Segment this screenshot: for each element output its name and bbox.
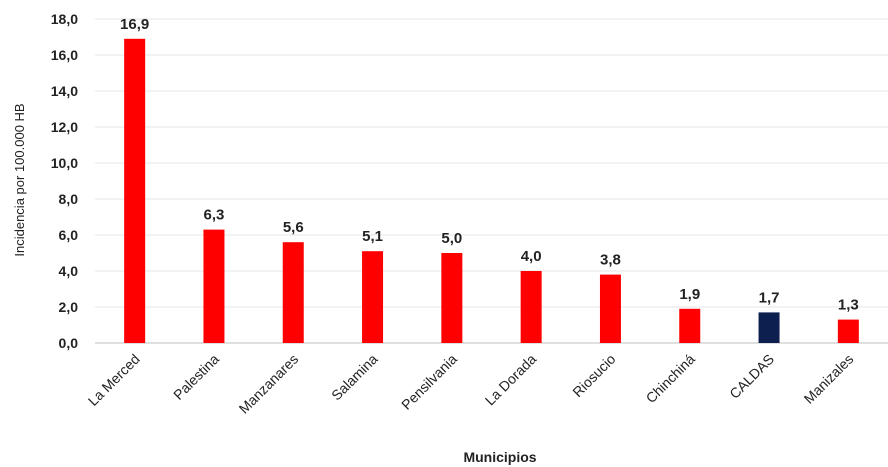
data-label: 1,9 — [679, 286, 700, 303]
x-tick-label: Salamina — [328, 351, 381, 404]
data-label: 1,7 — [759, 289, 780, 306]
x-tick-label: Palestina — [170, 351, 222, 403]
bar — [599, 274, 621, 343]
x-tick-label: Manizales — [801, 351, 857, 407]
data-label: 6,3 — [204, 207, 225, 224]
x-axis-title: Municipios — [463, 449, 536, 465]
bar — [758, 312, 780, 343]
bars — [124, 38, 859, 344]
bar — [124, 38, 146, 344]
bar — [282, 242, 304, 343]
y-tick-label: 18,0 — [51, 11, 78, 27]
x-axis: La Merced Palestina Manzanares Salamina Pens… — [85, 351, 857, 417]
x-tick-label: Manzanares — [236, 351, 302, 417]
x-tick-label: Riosucio — [569, 351, 618, 400]
bar — [203, 229, 225, 343]
y-tick-label: 8,0 — [59, 191, 79, 207]
x-tick-label: La Merced — [85, 351, 143, 409]
y-tick-label: 10,0 — [51, 155, 78, 171]
data-label: 1,3 — [838, 297, 859, 314]
y-tick-label: 6,0 — [59, 227, 79, 243]
y-tick-label: 2,0 — [59, 299, 79, 315]
y-tick-label: 4,0 — [59, 263, 79, 279]
data-label: 5,0 — [441, 230, 462, 247]
data-label: 3,8 — [600, 252, 621, 269]
data-label: 5,1 — [362, 228, 383, 245]
y-tick-label: 14,0 — [51, 83, 78, 99]
bar — [441, 253, 463, 343]
x-tick-label: Chinchiná — [643, 351, 698, 406]
y-tick-label: 16,0 — [51, 47, 78, 63]
x-tick-label: Pensilvania — [398, 351, 460, 413]
x-tick-label: CALDAS — [726, 351, 777, 402]
bar — [362, 251, 384, 343]
bar — [837, 319, 859, 343]
y-tick-label: 0,0 — [59, 335, 79, 351]
data-label: 5,6 — [283, 219, 304, 236]
gridlines — [95, 18, 888, 344]
y-axis-title: Incidencia por 100.000 HB — [12, 103, 27, 256]
x-tick-label: La Dorada — [482, 351, 540, 409]
bar — [679, 308, 701, 343]
data-label: 16,9 — [120, 16, 149, 33]
bar — [520, 271, 542, 343]
data-label: 4,0 — [521, 248, 542, 265]
data-labels: 16,9 6,3 5,6 5,1 5,0 4,0 3,8 1,9 1,7 1,3 — [120, 16, 859, 314]
y-tick-label: 12,0 — [51, 119, 78, 135]
y-axis: 0,0 2,0 4,0 6,0 8,0 10,0 12,0 14,0 16,0 18,0 — [51, 11, 78, 351]
